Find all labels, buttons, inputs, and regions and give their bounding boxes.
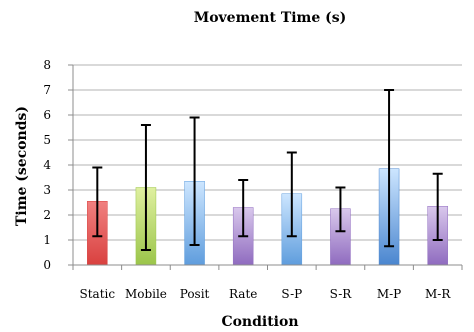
y-tick-label: 1: [43, 233, 51, 247]
error-bars: [92, 89, 443, 251]
y-tick-label: 3: [43, 183, 51, 197]
y-tick-label: 2: [43, 208, 51, 222]
grid-lines: [73, 64, 462, 241]
y-tick-label: 0: [43, 258, 51, 272]
axes: [68, 64, 463, 270]
y-tick-label: 7: [43, 83, 51, 97]
x-tick-label: Rate: [229, 287, 257, 301]
x-tick-label: Static: [80, 287, 116, 301]
x-axis-label: Condition: [221, 314, 298, 330]
x-tick-label: Posit: [180, 287, 210, 301]
y-tick-label: 8: [43, 58, 51, 72]
y-axis-label: Time (seconds): [14, 106, 30, 226]
x-tick-label: M-P: [377, 287, 401, 301]
x-tick-label: Mobile: [125, 287, 167, 301]
x-tick-labels: Static Mobile Posit Rate S-P S-R M-P M-R: [80, 287, 452, 301]
x-tick-label: S-R: [330, 287, 353, 301]
x-tick-label: M-R: [425, 287, 451, 301]
y-tick-labels: 0 1 2 3 4 5 6 7 8: [43, 58, 51, 272]
x-tick-label: S-P: [281, 287, 302, 301]
y-tick-label: 6: [43, 108, 51, 122]
y-tick-label: 4: [43, 158, 51, 172]
y-tick-label: 5: [43, 133, 51, 147]
chart-title: Movement Time (s): [194, 10, 347, 26]
